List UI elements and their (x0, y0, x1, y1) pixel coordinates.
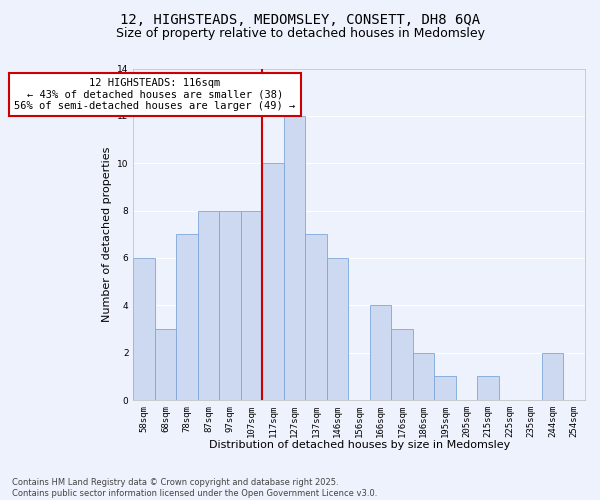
Bar (434, 376, 456, 400)
Bar (241, 210, 262, 400)
Bar (478, 376, 499, 400)
Bar (370, 306, 391, 400)
Text: 12 HIGHSTEADS: 116sqm
← 43% of detached houses are smaller (38)
56% of semi-deta: 12 HIGHSTEADS: 116sqm ← 43% of detached … (14, 78, 296, 111)
Text: Contains HM Land Registry data © Crown copyright and database right 2025.
Contai: Contains HM Land Registry data © Crown c… (12, 478, 377, 498)
Text: Size of property relative to detached houses in Medomsley: Size of property relative to detached ho… (115, 28, 485, 40)
X-axis label: Distribution of detached houses by size in Medomsley: Distribution of detached houses by size … (209, 440, 510, 450)
Bar (176, 234, 198, 400)
Bar (133, 258, 155, 400)
Bar (198, 210, 220, 400)
Bar (155, 329, 176, 400)
Bar (220, 210, 241, 400)
Bar (284, 116, 305, 400)
Bar (542, 352, 563, 400)
Bar (262, 163, 284, 400)
Bar (391, 329, 413, 400)
Bar (413, 352, 434, 400)
Bar (327, 258, 349, 400)
Text: 12, HIGHSTEADS, MEDOMSLEY, CONSETT, DH8 6QA: 12, HIGHSTEADS, MEDOMSLEY, CONSETT, DH8 … (120, 12, 480, 26)
Y-axis label: Number of detached properties: Number of detached properties (101, 146, 112, 322)
Bar (305, 234, 327, 400)
